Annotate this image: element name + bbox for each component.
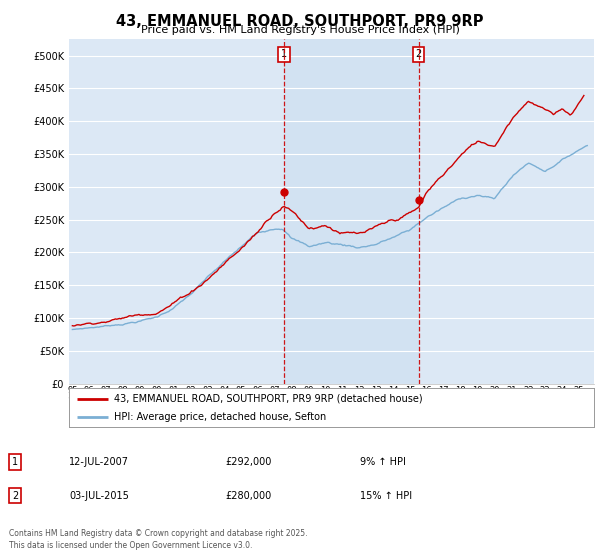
Bar — [284, 39, 419, 384]
Text: £280,000: £280,000 — [225, 491, 271, 501]
Text: 15% ↑ HPI: 15% ↑ HPI — [360, 491, 412, 501]
Text: 12-JUL-2007: 12-JUL-2007 — [69, 457, 129, 467]
Text: 03-JUL-2015: 03-JUL-2015 — [69, 491, 129, 501]
Text: £292,000: £292,000 — [225, 457, 271, 467]
Text: HPI: Average price, detached house, Sefton: HPI: Average price, detached house, Seft… — [113, 412, 326, 422]
Text: 2: 2 — [12, 491, 18, 501]
Text: 1: 1 — [12, 457, 18, 467]
Text: Contains HM Land Registry data © Crown copyright and database right 2025.
This d: Contains HM Land Registry data © Crown c… — [9, 529, 308, 550]
Text: 43, EMMANUEL ROAD, SOUTHPORT, PR9 9RP (detached house): 43, EMMANUEL ROAD, SOUTHPORT, PR9 9RP (d… — [113, 394, 422, 404]
Text: 1: 1 — [281, 49, 287, 59]
Text: 2: 2 — [415, 49, 422, 59]
Text: 9% ↑ HPI: 9% ↑ HPI — [360, 457, 406, 467]
Text: Price paid vs. HM Land Registry's House Price Index (HPI): Price paid vs. HM Land Registry's House … — [140, 25, 460, 35]
Text: 43, EMMANUEL ROAD, SOUTHPORT, PR9 9RP: 43, EMMANUEL ROAD, SOUTHPORT, PR9 9RP — [116, 14, 484, 29]
